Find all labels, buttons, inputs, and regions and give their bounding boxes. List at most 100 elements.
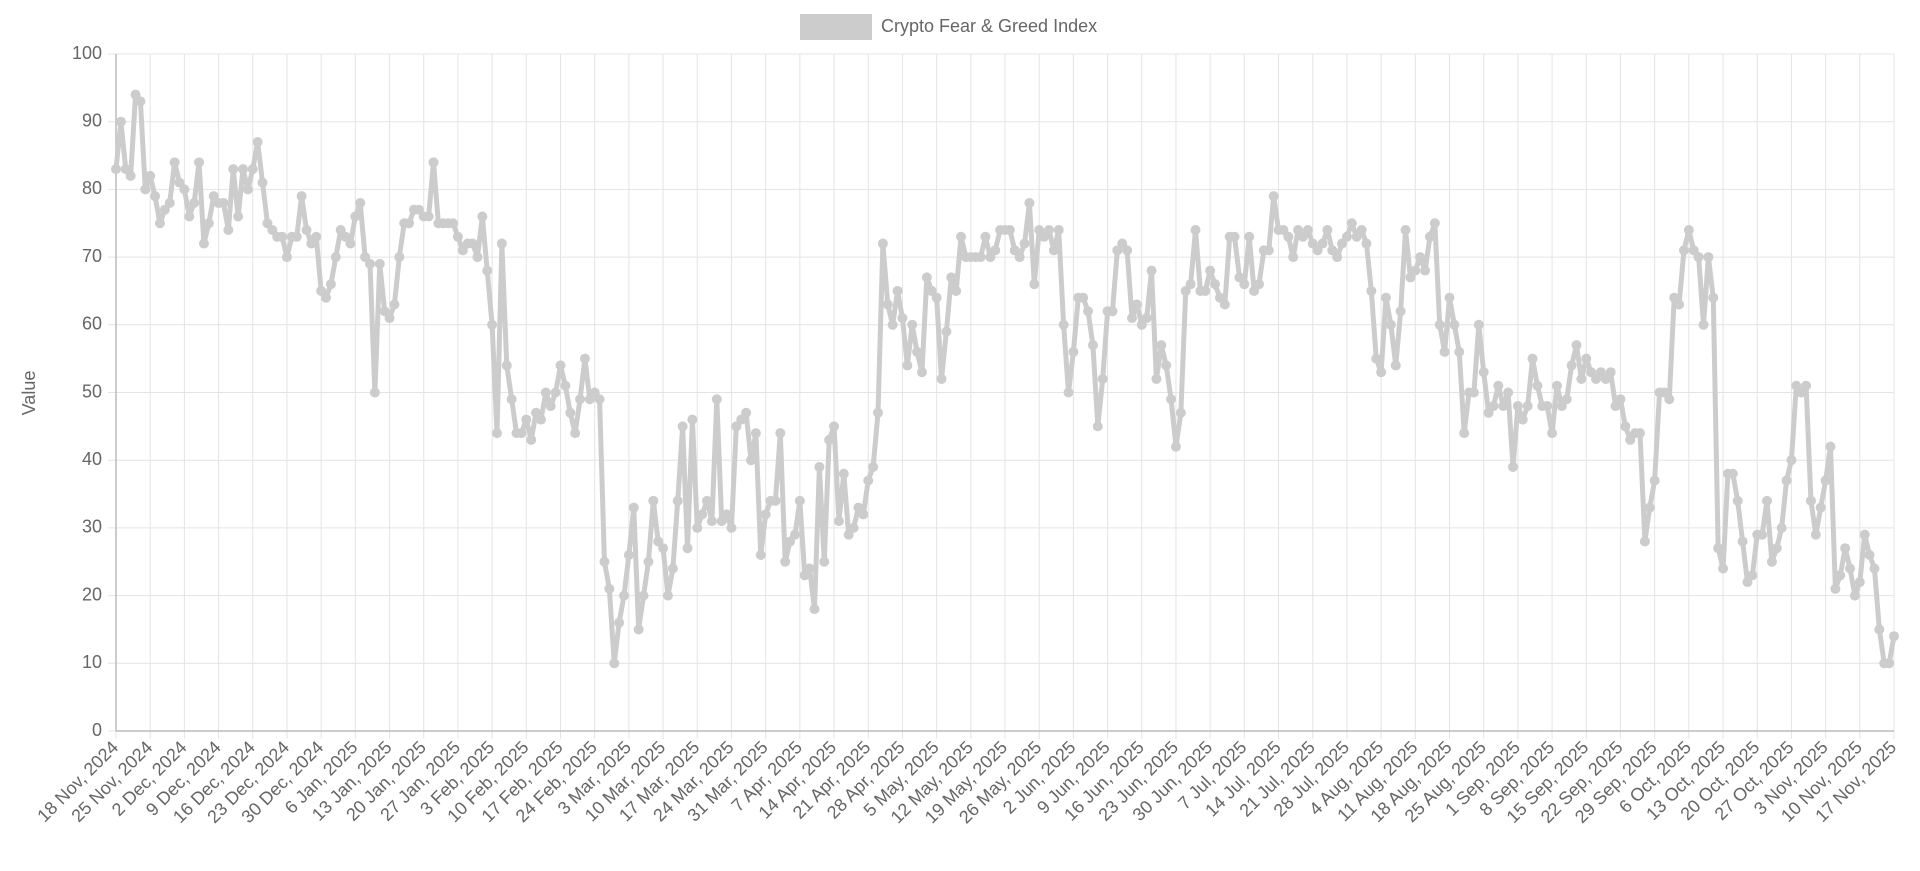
point bbox=[1371, 353, 1382, 364]
point bbox=[1131, 299, 1142, 310]
legend-swatch bbox=[800, 14, 872, 40]
point bbox=[1410, 265, 1421, 276]
point bbox=[789, 529, 800, 540]
point bbox=[1385, 319, 1396, 330]
point bbox=[1239, 279, 1250, 290]
point bbox=[1459, 428, 1470, 439]
point bbox=[394, 252, 405, 263]
point bbox=[501, 360, 512, 371]
point bbox=[365, 258, 375, 269]
point bbox=[1747, 570, 1758, 581]
point bbox=[946, 272, 957, 283]
point bbox=[1884, 658, 1895, 669]
point bbox=[868, 461, 879, 472]
point bbox=[770, 495, 781, 506]
point bbox=[833, 516, 844, 527]
point bbox=[1566, 360, 1577, 371]
point bbox=[1415, 252, 1426, 263]
point bbox=[819, 556, 830, 567]
point bbox=[1639, 536, 1650, 547]
point bbox=[369, 387, 380, 398]
point bbox=[1332, 252, 1343, 263]
point bbox=[252, 137, 263, 148]
point bbox=[579, 353, 590, 364]
point bbox=[115, 116, 126, 127]
point bbox=[575, 394, 586, 405]
point bbox=[1170, 441, 1181, 452]
point bbox=[780, 556, 791, 567]
point bbox=[697, 509, 708, 520]
point bbox=[1810, 529, 1821, 540]
point bbox=[1043, 225, 1054, 236]
point bbox=[1830, 583, 1841, 594]
point bbox=[1713, 543, 1724, 554]
point bbox=[990, 245, 1001, 256]
point bbox=[164, 197, 175, 208]
point bbox=[1004, 225, 1015, 236]
y-tick-label: 30 bbox=[82, 517, 102, 537]
point bbox=[687, 414, 698, 425]
point bbox=[1527, 353, 1538, 364]
point bbox=[1210, 279, 1221, 290]
point bbox=[1444, 292, 1455, 303]
point bbox=[521, 414, 532, 425]
point bbox=[1605, 367, 1616, 378]
point bbox=[711, 394, 722, 405]
point bbox=[1317, 238, 1328, 249]
point bbox=[301, 225, 312, 236]
point bbox=[242, 184, 253, 195]
point bbox=[755, 549, 766, 560]
point bbox=[1053, 225, 1064, 236]
point bbox=[540, 387, 551, 398]
point bbox=[228, 164, 239, 175]
point bbox=[1547, 428, 1558, 439]
point bbox=[1175, 407, 1186, 418]
point bbox=[863, 475, 874, 486]
point bbox=[921, 272, 932, 283]
point bbox=[1376, 367, 1387, 378]
point bbox=[623, 549, 634, 560]
point bbox=[1434, 319, 1445, 330]
point bbox=[907, 319, 918, 330]
point bbox=[545, 401, 556, 412]
y-tick-label: 70 bbox=[82, 246, 102, 266]
point bbox=[145, 170, 156, 181]
point bbox=[404, 218, 415, 229]
point bbox=[1107, 306, 1118, 317]
point bbox=[1381, 292, 1391, 303]
point bbox=[467, 238, 478, 249]
point bbox=[1078, 292, 1089, 303]
point bbox=[1693, 252, 1704, 263]
point bbox=[760, 509, 771, 520]
point bbox=[1840, 543, 1851, 554]
y-tick-label: 50 bbox=[82, 381, 102, 401]
point bbox=[873, 407, 883, 418]
point bbox=[506, 394, 517, 405]
point bbox=[594, 394, 605, 405]
point bbox=[1498, 401, 1509, 412]
point bbox=[741, 407, 752, 418]
point bbox=[1869, 563, 1880, 574]
point bbox=[1366, 285, 1377, 296]
point bbox=[746, 455, 756, 466]
point bbox=[482, 265, 493, 276]
point bbox=[472, 252, 483, 263]
point bbox=[281, 252, 292, 263]
point bbox=[487, 319, 498, 330]
point bbox=[355, 197, 366, 208]
point bbox=[916, 367, 927, 378]
y-tick-label: 10 bbox=[82, 652, 102, 672]
point bbox=[1635, 428, 1645, 439]
point bbox=[1581, 353, 1592, 364]
point bbox=[1156, 340, 1167, 351]
point bbox=[633, 624, 644, 635]
point bbox=[892, 285, 903, 296]
point bbox=[203, 218, 214, 229]
point bbox=[1283, 231, 1294, 242]
point bbox=[1571, 340, 1582, 351]
point bbox=[154, 218, 165, 229]
point bbox=[1468, 387, 1479, 398]
y-tick-label: 40 bbox=[82, 449, 102, 469]
point bbox=[1454, 346, 1465, 357]
